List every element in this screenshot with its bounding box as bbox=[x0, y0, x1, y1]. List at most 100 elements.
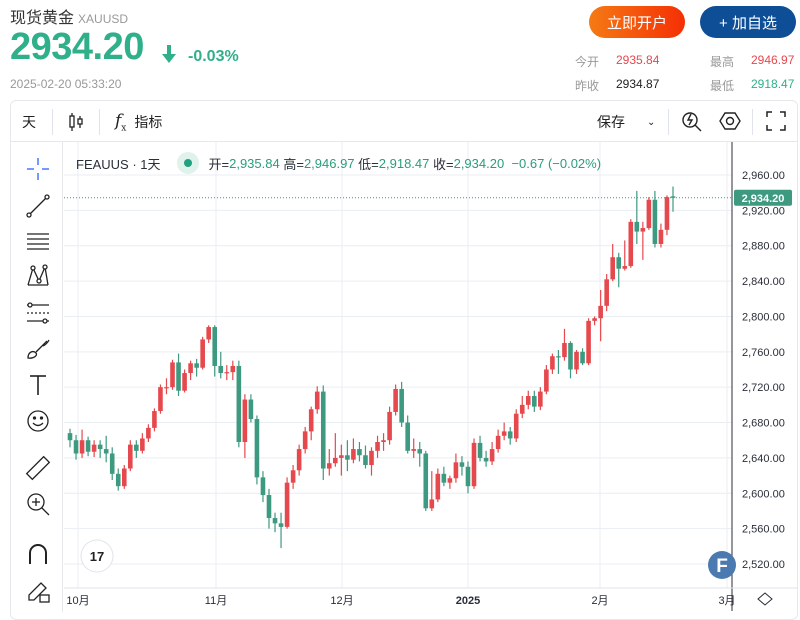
x-tick-label: 2月 bbox=[591, 595, 608, 607]
candle-up bbox=[230, 365, 236, 373]
candle-type-icon[interactable] bbox=[68, 112, 84, 132]
low-label: 最低 bbox=[710, 79, 735, 93]
close-value: 2,934.20 bbox=[453, 155, 505, 171]
candle-up bbox=[495, 435, 501, 450]
candle-down bbox=[580, 351, 585, 364]
close-label: 收= bbox=[433, 156, 454, 172]
prev-close-label: 昨收 bbox=[575, 79, 600, 93]
y-tick-label: 2,560.00 bbox=[742, 524, 785, 536]
price-chart[interactable]: 2,520.00 2,560.00 2,600.00 2,640.00 2,680.00… bbox=[64, 142, 798, 611]
y-tick-label: 2,520.00 bbox=[742, 559, 785, 571]
emoji-icon[interactable] bbox=[25, 408, 51, 434]
candle-up bbox=[610, 257, 615, 280]
save-label: 保存 bbox=[597, 114, 625, 130]
quick-search-icon[interactable] bbox=[681, 110, 703, 132]
trend-line-icon[interactable] bbox=[25, 193, 51, 219]
legend-title: FEAUUS · 1天 bbox=[76, 156, 161, 172]
y-tick-label: 2,880.00 bbox=[742, 241, 785, 253]
candle-down bbox=[423, 453, 429, 509]
candle-up bbox=[369, 450, 374, 465]
candle-down bbox=[212, 327, 218, 366]
candle-up bbox=[513, 413, 519, 439]
candle-up bbox=[333, 457, 338, 464]
x-tick-label: 3月 bbox=[718, 595, 735, 607]
x-tick-label: 10月 bbox=[66, 595, 89, 607]
low-label: 低= bbox=[358, 156, 379, 172]
add-watchlist-button[interactable]: + 加自选 bbox=[700, 6, 796, 38]
candle-up bbox=[538, 391, 543, 407]
text-icon[interactable] bbox=[25, 372, 51, 398]
candle-up bbox=[640, 228, 646, 232]
candle-down bbox=[357, 449, 362, 456]
candle-down bbox=[115, 473, 121, 487]
zoom-in-icon[interactable] bbox=[25, 491, 51, 517]
crosshair-icon[interactable] bbox=[25, 156, 51, 182]
low-value: 2,918.47 bbox=[378, 155, 430, 171]
candle-down bbox=[194, 363, 199, 368]
low-value: 2918.47 bbox=[751, 77, 795, 91]
chevron-down-icon[interactable]: ⌄ bbox=[647, 116, 656, 128]
candle-up bbox=[339, 455, 344, 458]
open-account-button[interactable]: 立即开户 bbox=[589, 6, 685, 38]
high-label: 最高 bbox=[710, 55, 735, 69]
candle-down bbox=[652, 199, 658, 244]
tradingview-logo-text: 17 bbox=[90, 549, 104, 564]
high-value: 2,946.97 bbox=[303, 155, 355, 171]
pattern-icon[interactable] bbox=[25, 263, 51, 289]
measure-lines-icon[interactable] bbox=[25, 300, 51, 326]
candle-down bbox=[278, 523, 284, 527]
candle-down bbox=[532, 396, 537, 407]
axis-settings-icon[interactable] bbox=[757, 592, 773, 606]
f-logo-icon[interactable] bbox=[708, 551, 736, 579]
divider bbox=[99, 109, 100, 135]
candle-up bbox=[471, 442, 477, 487]
high-value: 2946.97 bbox=[751, 53, 795, 67]
candle-up bbox=[447, 478, 453, 483]
candle-up bbox=[206, 327, 211, 340]
candle-up bbox=[562, 342, 567, 358]
y-tick-label: 2,800.00 bbox=[742, 311, 785, 323]
fullscreen-icon[interactable] bbox=[766, 111, 786, 131]
candle-up bbox=[308, 409, 314, 432]
last-price-badge bbox=[734, 189, 792, 206]
open-value: 2,935.84 bbox=[229, 155, 280, 171]
candle-up bbox=[326, 463, 332, 469]
divider bbox=[52, 109, 53, 135]
instrument-title: 现货黄金 XAUUSD bbox=[10, 4, 128, 28]
candle-down bbox=[320, 391, 326, 469]
candle-up bbox=[224, 372, 230, 374]
interval-button[interactable]: 天 bbox=[22, 108, 36, 136]
interval-label: 天 bbox=[22, 114, 36, 130]
candle-up bbox=[411, 449, 417, 451]
candle-up bbox=[158, 387, 163, 412]
candle-up bbox=[375, 441, 380, 451]
settings-icon[interactable] bbox=[719, 110, 741, 132]
instrument-symbol: XAUUSD bbox=[78, 12, 129, 26]
open-label: 今开 bbox=[575, 55, 600, 69]
candle-up bbox=[544, 369, 549, 392]
status-dot bbox=[176, 152, 199, 174]
save-button[interactable]: 保存 ⌄ bbox=[597, 108, 655, 136]
y-tick-label: 2,960.00 bbox=[742, 170, 785, 182]
horizontal-lines-icon[interactable] bbox=[25, 228, 51, 254]
ruler-icon[interactable] bbox=[25, 455, 51, 481]
lock-draw-icon[interactable] bbox=[25, 578, 51, 604]
instrument-name: 现货黄金 bbox=[10, 10, 75, 27]
timestamp: 2025-02-20 05:33:20 bbox=[10, 77, 122, 91]
candle-up bbox=[91, 444, 97, 452]
magnet-icon[interactable] bbox=[25, 541, 51, 567]
candle-down bbox=[399, 388, 404, 423]
candle-down bbox=[477, 442, 483, 458]
y-tick-label: 2,720.00 bbox=[742, 382, 785, 394]
y-tick-label: 2,640.00 bbox=[742, 453, 785, 465]
tradingview-logo[interactable] bbox=[80, 539, 114, 573]
candle-up bbox=[453, 462, 459, 479]
candle-up bbox=[658, 229, 664, 244]
y-tick-label: 2,760.00 bbox=[742, 347, 785, 359]
indicators-button[interactable]: fx 指标 bbox=[115, 108, 162, 136]
brush-icon[interactable] bbox=[25, 336, 51, 362]
candle-up bbox=[284, 482, 290, 527]
candle-up bbox=[435, 473, 441, 500]
candle-up bbox=[519, 404, 525, 414]
candle-down bbox=[568, 342, 573, 370]
